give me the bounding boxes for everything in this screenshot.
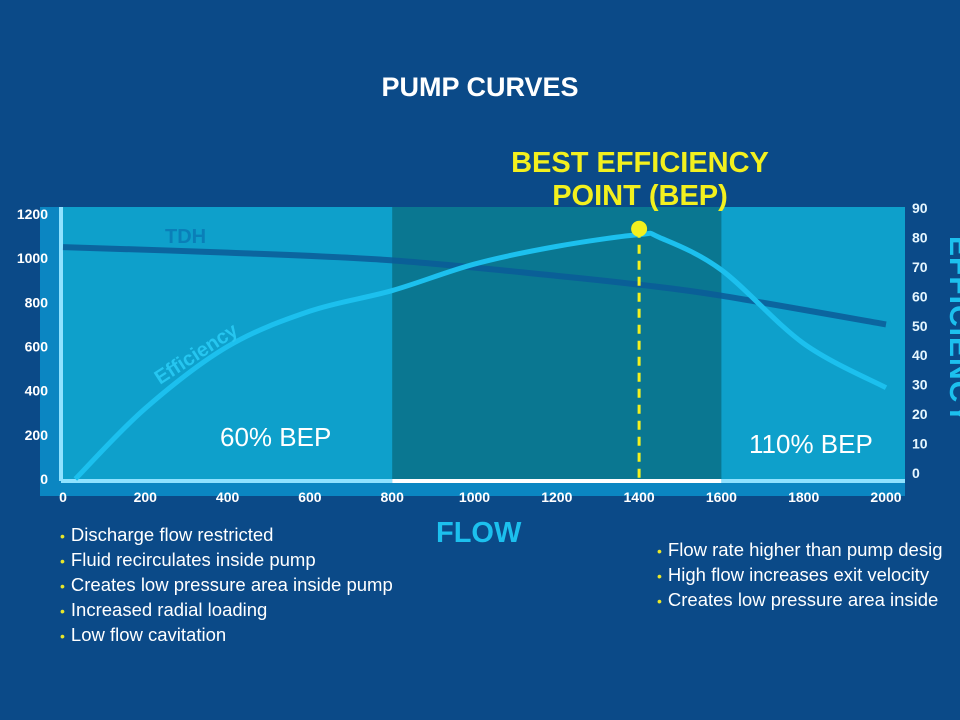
list-item: • Flow rate higher than pump desig	[657, 539, 943, 560]
bep-title: BEST EFFICIENCY POINT (BEP)	[440, 147, 840, 213]
x-tick-label: 1000	[459, 489, 490, 505]
bep-title-line1: BEST EFFICIENCY	[511, 147, 769, 179]
x-tick-label: 1600	[706, 489, 737, 505]
y-right-tick-label: 70	[912, 259, 928, 275]
y-left-tick-label: 200	[25, 427, 49, 443]
y-right-tick-label: 20	[912, 406, 928, 422]
x-tick-label: 1800	[788, 489, 819, 505]
bep-title-line2: POINT (BEP)	[552, 180, 728, 212]
y-right-tick-label: 40	[912, 347, 928, 363]
list-item: • Low flow cavitation	[60, 624, 227, 645]
tdh-series-label: TDH	[165, 226, 206, 248]
list-item: • High flow increases exit velocity	[657, 564, 930, 585]
y-left-tick-label: 1000	[17, 250, 48, 266]
x-tick-label: 1200	[541, 489, 572, 505]
efficiency-curve	[73, 230, 888, 481]
low-flow-list: • Discharge flow restricted • Fluid recirc…	[60, 523, 393, 648]
bep-point	[631, 220, 648, 237]
list-item: • Creates low pressure area inside	[657, 589, 939, 610]
y-right-tick-label: 50	[912, 318, 928, 334]
zone-label-110: 110% BEP	[749, 429, 873, 459]
list-item: • Increased radial loading	[60, 599, 268, 620]
y-left-tick-label: 1200	[17, 206, 48, 222]
x-tick-label: 0	[59, 489, 67, 505]
zone-label-60: 60% BEP	[220, 422, 331, 452]
x-tick-label: 800	[381, 489, 405, 505]
y-left-tick-label: 400	[25, 383, 49, 399]
x-tick-label: 2000	[870, 489, 901, 505]
list-item: • Creates low pressure area inside pump	[60, 574, 393, 595]
right-axis-label: EFFICIENCY	[943, 236, 960, 425]
y-right-tick-label: 0	[912, 465, 920, 481]
high-flow-list: • Flow rate higher than pump desig • High …	[657, 538, 942, 613]
y-left-tick-label: 0	[40, 471, 48, 487]
x-tick-label: 400	[216, 489, 240, 505]
x-tick-label: 1400	[624, 489, 655, 505]
x-tick-label: 200	[134, 489, 158, 505]
y-right-tick-label: 10	[912, 436, 928, 452]
page-title: PUMP CURVES	[381, 72, 579, 102]
x-tick-label: 600	[298, 489, 322, 505]
y-right-tick-label: 80	[912, 229, 928, 245]
y-right-tick-label: 30	[912, 377, 928, 393]
y-right-tick-label: 90	[912, 200, 928, 216]
y-left-tick-label: 800	[25, 294, 49, 310]
y-left-tick-label: 600	[25, 339, 49, 355]
tdh-curve	[62, 244, 887, 328]
list-item: • Fluid recirculates inside pump	[60, 549, 316, 570]
bep-zone	[392, 207, 722, 481]
list-item: • Discharge flow restricted	[60, 524, 274, 545]
x-axis-label: FLOW	[436, 517, 522, 549]
y-right-tick-label: 60	[912, 288, 928, 304]
